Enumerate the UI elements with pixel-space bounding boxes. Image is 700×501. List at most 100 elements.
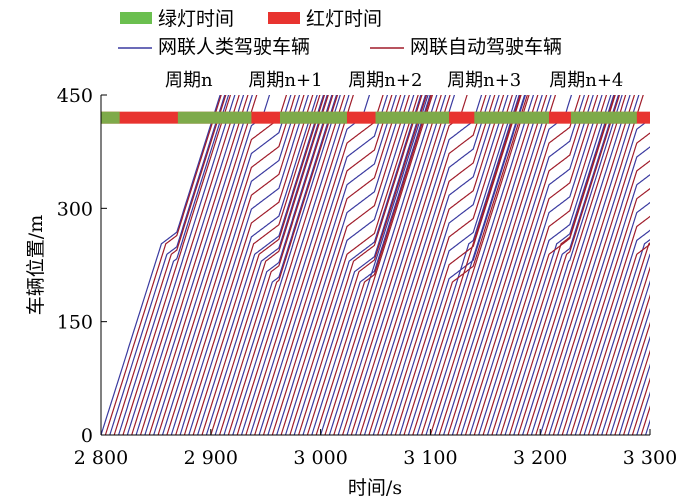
trajectory-line xyxy=(640,405,650,435)
trajectory-line xyxy=(324,95,434,435)
signal-green-bar xyxy=(474,111,549,124)
signal-green-bar xyxy=(177,111,252,124)
trajectory-line xyxy=(649,432,650,435)
y-tick-label: 150 xyxy=(57,312,93,334)
trajectory-line xyxy=(254,95,384,435)
trajectory-line xyxy=(227,95,339,435)
trajectory-line xyxy=(144,95,253,435)
trajectory-line xyxy=(482,95,608,435)
trajectory-line xyxy=(434,95,543,435)
trajectory-line xyxy=(495,95,615,435)
trajectory-line xyxy=(179,95,309,435)
trajectory-line xyxy=(539,118,650,435)
trajectory-line xyxy=(258,95,389,435)
trajectory-line xyxy=(517,95,627,435)
trajectory-line xyxy=(605,293,650,435)
trajectory-line xyxy=(416,95,526,435)
trajectory-line xyxy=(210,95,329,435)
legend-label-cav: 网联自动驾驶车辆 xyxy=(410,36,562,58)
trajectory-line xyxy=(219,95,334,435)
y-tick-label: 450 xyxy=(57,85,93,107)
legend-swatch-red xyxy=(268,12,300,24)
trajectory-line xyxy=(161,95,292,435)
trajectory-line xyxy=(443,95,552,435)
trajectory-line xyxy=(464,95,590,435)
signal-green-bar xyxy=(570,111,637,124)
trajectory-line xyxy=(267,95,397,435)
trajectory-line xyxy=(403,95,528,435)
trajectory-line xyxy=(429,95,539,435)
trajectory-line xyxy=(544,132,650,435)
trajectory-line xyxy=(566,201,650,435)
trajectory-line xyxy=(293,95,422,435)
trajectory-line xyxy=(298,95,423,435)
trajectory-line xyxy=(214,95,333,435)
trajectory-line xyxy=(346,95,456,435)
axes xyxy=(100,95,650,436)
x-tick-label: 3 100 xyxy=(403,447,457,469)
trajectory-line xyxy=(636,391,650,435)
trajectory-line xyxy=(574,229,650,435)
trajectory-line xyxy=(328,95,438,435)
x-axis-title: 时间/s xyxy=(348,477,402,499)
trajectory-line xyxy=(469,95,594,435)
cycle-label: 周期n+3 xyxy=(447,70,521,91)
trajectory-line xyxy=(579,243,650,435)
x-tick-label: 2 900 xyxy=(184,447,238,469)
trajectory-line xyxy=(522,95,631,435)
trajectory-line xyxy=(333,95,442,435)
trajectory-line xyxy=(337,95,447,435)
cycle-label-layer: 周期n 周期n+1 周期n+2 周期n+3 周期n+4 xyxy=(165,70,623,91)
trajectory-line xyxy=(101,95,221,435)
trajectory-line xyxy=(587,242,650,435)
signal-green-bar xyxy=(279,111,347,124)
x-tick-label: 3 000 xyxy=(293,447,347,469)
trajectory-line xyxy=(460,95,586,435)
trajectory-line xyxy=(131,95,240,435)
trajectory-line xyxy=(381,95,509,435)
trajectory-line xyxy=(170,95,301,435)
trajectory-line xyxy=(126,95,236,435)
trajectory-line xyxy=(385,95,513,435)
trajectory-line xyxy=(113,95,227,435)
trajectory-line xyxy=(188,95,318,435)
trajectory-line xyxy=(223,95,338,435)
trajectory-line xyxy=(302,95,427,435)
trajectory-line xyxy=(276,95,406,435)
trajectory-line xyxy=(183,95,314,435)
trajectory-line xyxy=(192,95,321,435)
trajectory-line xyxy=(363,95,491,435)
trajectory-line xyxy=(438,95,548,435)
cycle-label: 周期n+2 xyxy=(348,70,422,91)
trajectory-line xyxy=(284,95,415,435)
trajectory-line xyxy=(631,377,650,435)
trajectory-line xyxy=(627,363,650,435)
trajectory-line xyxy=(262,95,393,435)
trajectory-line xyxy=(139,95,249,435)
trajectory-line xyxy=(583,238,650,435)
trajectory-line xyxy=(109,95,226,435)
trajectory-line xyxy=(508,95,621,435)
trajectory-line xyxy=(614,321,650,435)
trajectory-line xyxy=(478,95,603,435)
trajectory-layer xyxy=(101,95,650,435)
trajectory-line xyxy=(118,95,230,435)
trajectory-line xyxy=(513,95,623,435)
legend-label-hdv: 网联人类驾驶车辆 xyxy=(158,36,310,58)
signal-green-bar xyxy=(101,111,120,124)
trajectory-line xyxy=(530,95,640,435)
trajectory-line xyxy=(425,95,535,435)
trajectory-line xyxy=(148,95,258,435)
trajectory-line xyxy=(280,95,410,435)
trajectory-line xyxy=(548,146,650,435)
trajectory-line xyxy=(342,95,451,435)
y-axis-title: 车辆位置/m xyxy=(25,215,47,315)
cycle-label: 周期n+1 xyxy=(248,70,322,91)
trajectory-line xyxy=(500,95,616,435)
legend-swatch-green xyxy=(120,12,152,24)
trajectory-line xyxy=(390,95,518,435)
trajectory-line xyxy=(157,95,288,435)
trajectory-line xyxy=(271,95,402,435)
trajectory-line xyxy=(456,95,581,435)
